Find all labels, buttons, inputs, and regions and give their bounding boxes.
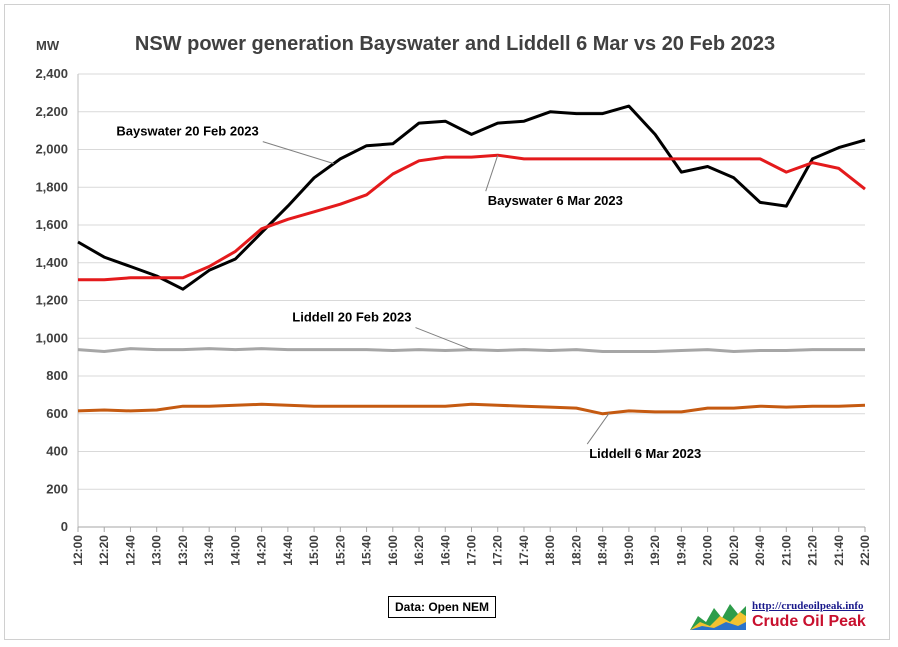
- x-tick-label: 21:40: [832, 535, 846, 566]
- y-tick-label: 2,400: [35, 66, 68, 81]
- annotation-leader: [485, 155, 499, 192]
- annotation-layer: Bayswater 20 Feb 2023 Bayswater 6 Mar 202…: [116, 124, 701, 461]
- x-tick-label: 14:00: [228, 535, 242, 566]
- x-tick-label: 20:00: [701, 535, 715, 566]
- x-axis: 12:00 12:20 12:40 13:00 13:20 13:40 14:00 14:20…: [71, 526, 872, 566]
- x-tick-label: 21:00: [779, 535, 793, 566]
- x-tick-label: 15:40: [360, 535, 374, 566]
- y-tick-label: 2,000: [35, 142, 68, 157]
- series-line-0: [77, 104, 866, 291]
- series-annotation: Bayswater 6 Mar 2023: [488, 193, 623, 208]
- x-tick-label: 19:40: [674, 535, 688, 566]
- annotation-leader: [415, 327, 472, 351]
- y-tick-label: 200: [46, 481, 68, 496]
- data-source-label: Data: Open NEM: [388, 596, 497, 618]
- x-tick-label: 14:40: [281, 535, 295, 566]
- series-annotation: Liddell 6 Mar 2023: [589, 446, 701, 461]
- x-tick-label: 18:00: [543, 535, 557, 566]
- x-tick-label: 18:40: [596, 535, 610, 566]
- x-tick-label: 13:00: [150, 535, 164, 566]
- gridlines: [78, 73, 865, 528]
- x-tick-label: 21:20: [806, 535, 820, 566]
- x-tick-label: 12:40: [123, 535, 137, 566]
- series-line-2: [77, 347, 865, 353]
- y-tick-label: 1,400: [35, 255, 68, 270]
- x-tick-label: 15:00: [307, 535, 321, 566]
- y-tick-label: 1,800: [35, 179, 68, 194]
- x-tick-label: 12:00: [71, 535, 85, 566]
- chart-frame: [4, 4, 890, 640]
- logo-graphic: [690, 604, 746, 630]
- y-tick-label: 1,600: [35, 217, 68, 232]
- x-tick-label: 20:20: [727, 535, 741, 566]
- y-tick-label: 1,200: [35, 293, 68, 308]
- series-annotation: Bayswater 20 Feb 2023: [116, 124, 258, 139]
- y-axis: 0 200 400 600 800 1,000 1,200 1,400 1,600 1,800 2,…: [35, 66, 79, 534]
- series-line-3: [77, 402, 866, 416]
- y-tick-label: 1,000: [35, 330, 68, 345]
- x-tick-label: 16:00: [386, 535, 400, 566]
- x-tick-label: 17:00: [465, 535, 479, 566]
- x-tick-label: 15:20: [333, 535, 347, 566]
- x-tick-label: 12:20: [97, 535, 111, 566]
- logo-url-link[interactable]: http://crudeoilpeak.info: [752, 600, 864, 612]
- x-tick-label: 17:20: [491, 535, 505, 566]
- y-tick-label: 400: [46, 444, 68, 459]
- y-tick-label: 0: [61, 519, 68, 534]
- series-layer: [77, 104, 866, 416]
- x-tick-label: 17:40: [517, 535, 531, 566]
- chart-title: NSW power generation Bayswater and Lidde…: [135, 33, 775, 55]
- x-tick-label: 20:40: [753, 535, 767, 566]
- x-tick-label: 16:20: [412, 535, 426, 566]
- annotation-leader: [262, 141, 334, 165]
- y-tick-label: 600: [46, 406, 68, 421]
- x-tick-label: 22:00: [858, 535, 872, 566]
- y-tick-label: 800: [46, 368, 68, 383]
- x-tick-label: 14:20: [255, 535, 269, 566]
- logo-name: Crude Oil Peak: [752, 613, 866, 630]
- x-tick-label: 19:00: [622, 535, 636, 566]
- x-tick-label: 16:40: [438, 535, 452, 566]
- x-tick-label: 18:20: [569, 535, 583, 566]
- y-axis-unit-label: MW: [36, 38, 60, 53]
- y-tick-label: 2,200: [35, 104, 68, 119]
- series-line-1: [78, 153, 866, 282]
- x-tick-label: 13:40: [202, 535, 216, 566]
- annotation-leader: [586, 412, 610, 445]
- x-tick-label: 13:20: [176, 535, 190, 566]
- x-tick-label: 19:20: [648, 535, 662, 566]
- series-annotation: Liddell 20 Feb 2023: [292, 310, 411, 325]
